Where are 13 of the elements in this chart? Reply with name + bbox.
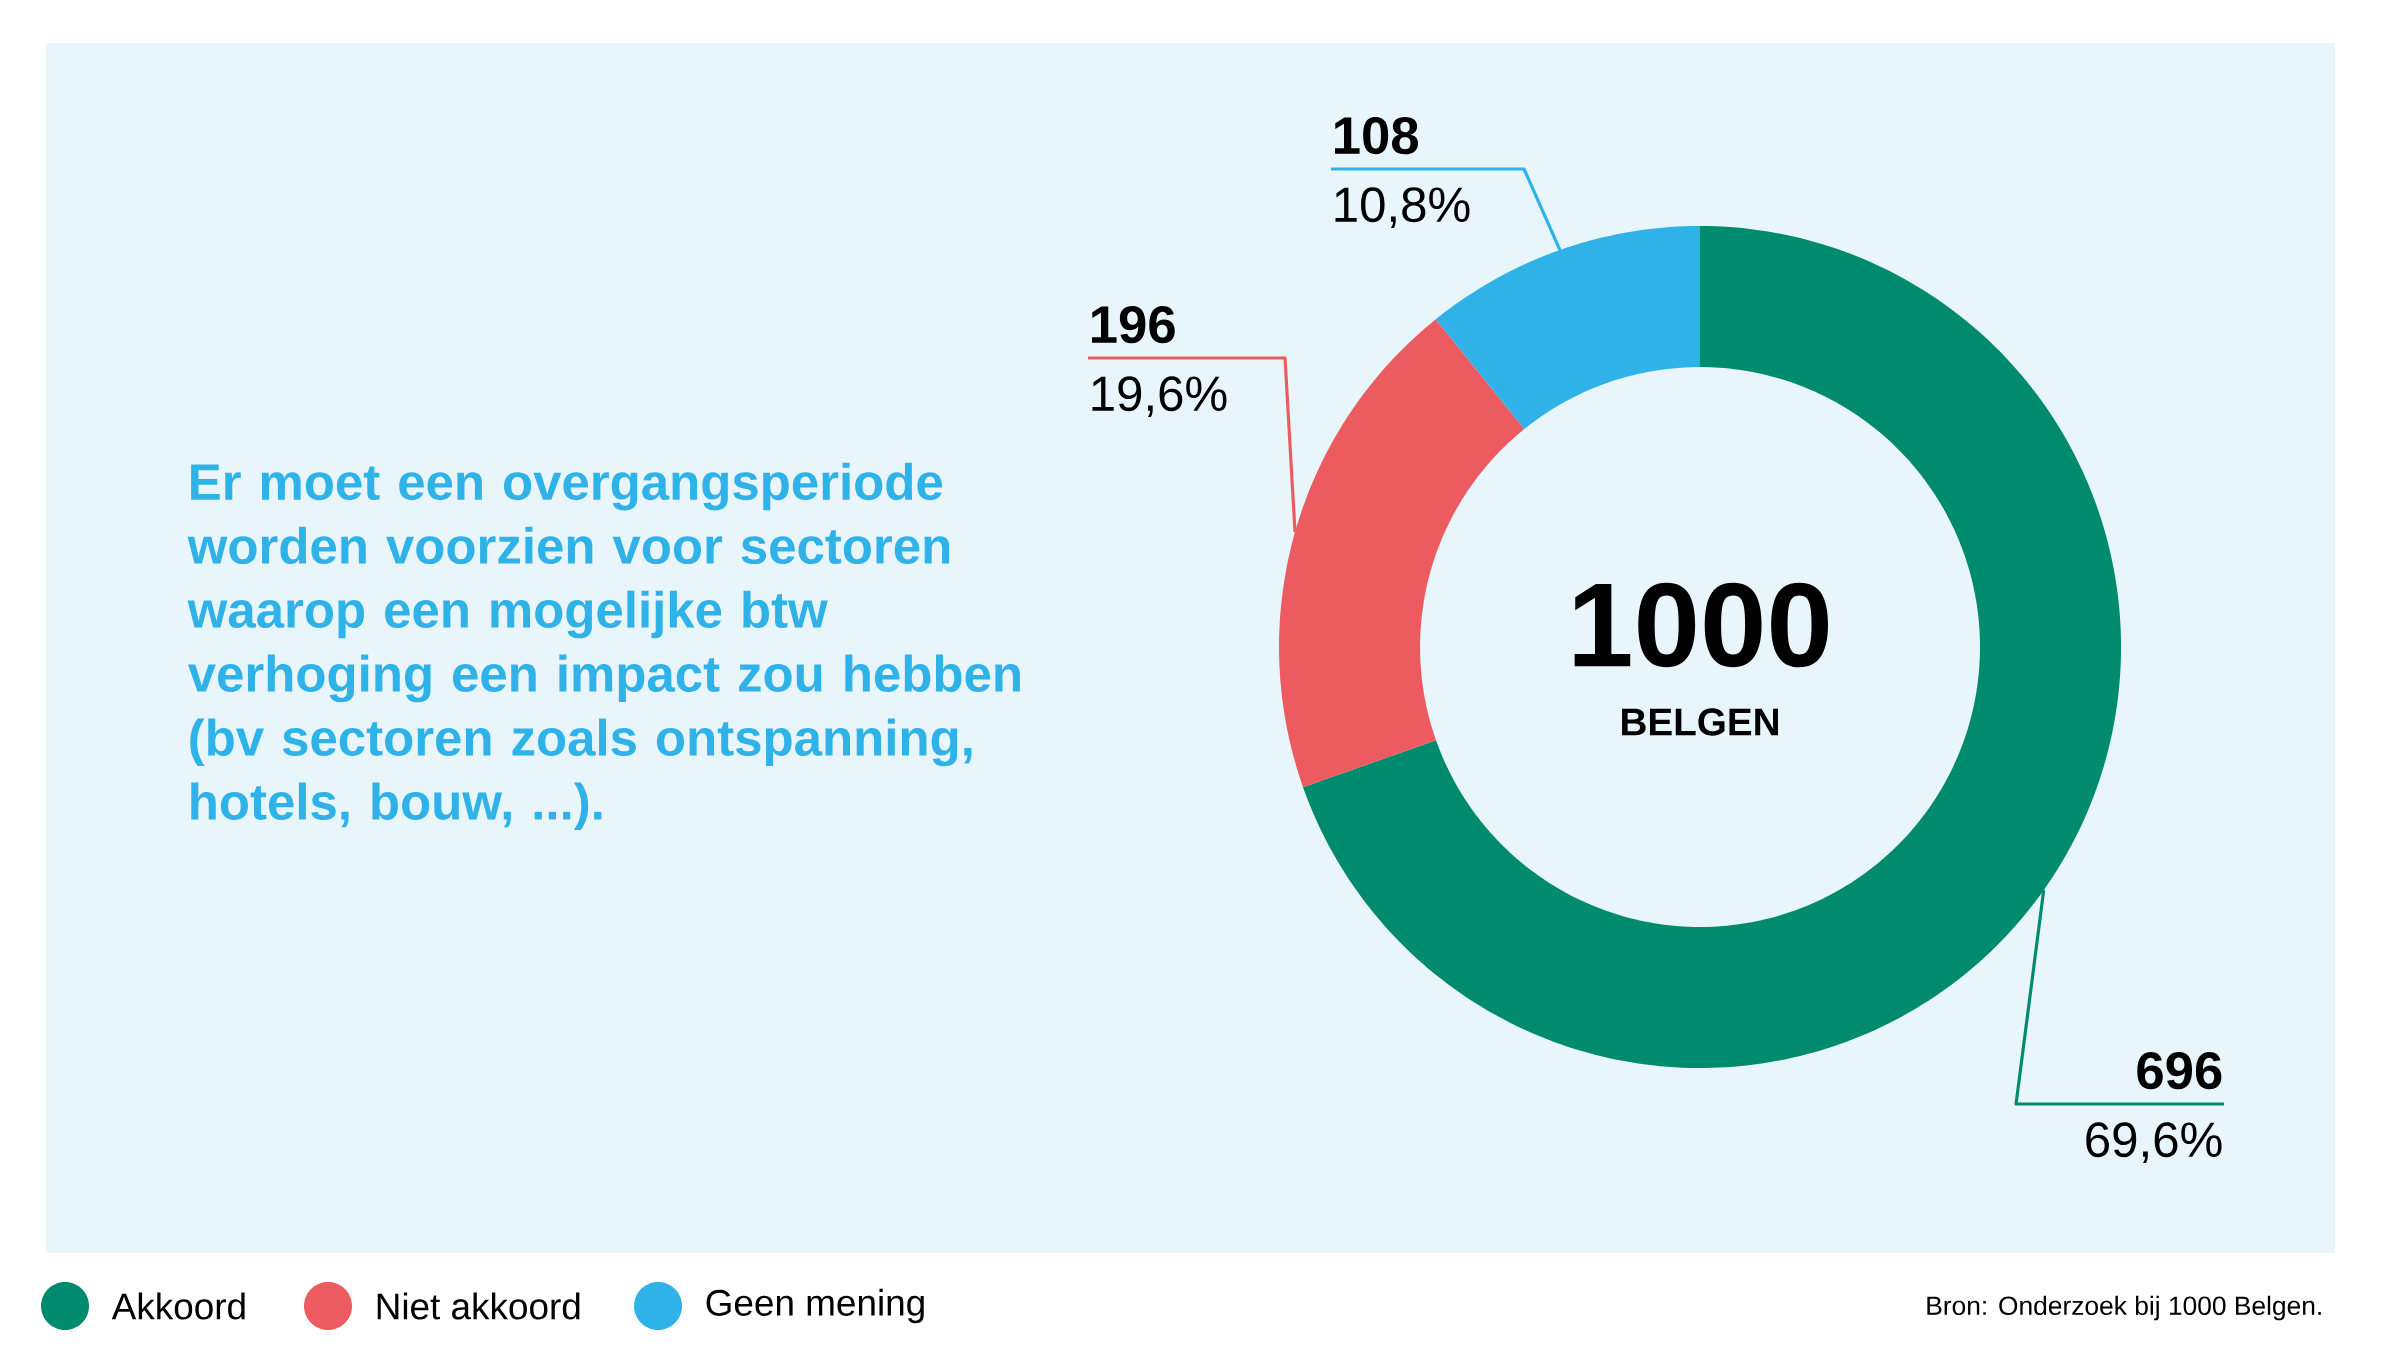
text: 69,6% (2086, 1122, 2222, 1163)
text: Er moet een overgangsperiode worden voorzien voor sectoren waarop een mogelijke btw verhoging een impact zou hebben (bv sectoren zoals ontspanning, hotels, bouw, ...). (187, 462, 1020, 831)
text: 1000 (1574, 582, 1828, 668)
text: BELGEN (1622, 708, 1778, 736)
text: 19,6% (1092, 376, 1227, 417)
legend-label: Niet akkoord (377, 1292, 580, 1320)
data-label: 196 (1092, 305, 1175, 344)
data-label: 108 (1335, 116, 1419, 155)
legend-label: Geen mening (706, 1288, 924, 1324)
legend-label: Akkoord (111, 1292, 245, 1320)
data-label: 696 (2137, 1051, 2222, 1090)
text: Bron: Onderzoek bij 1000 Belgen. (1927, 1295, 2321, 1321)
text: 10,8% (1335, 187, 1470, 228)
